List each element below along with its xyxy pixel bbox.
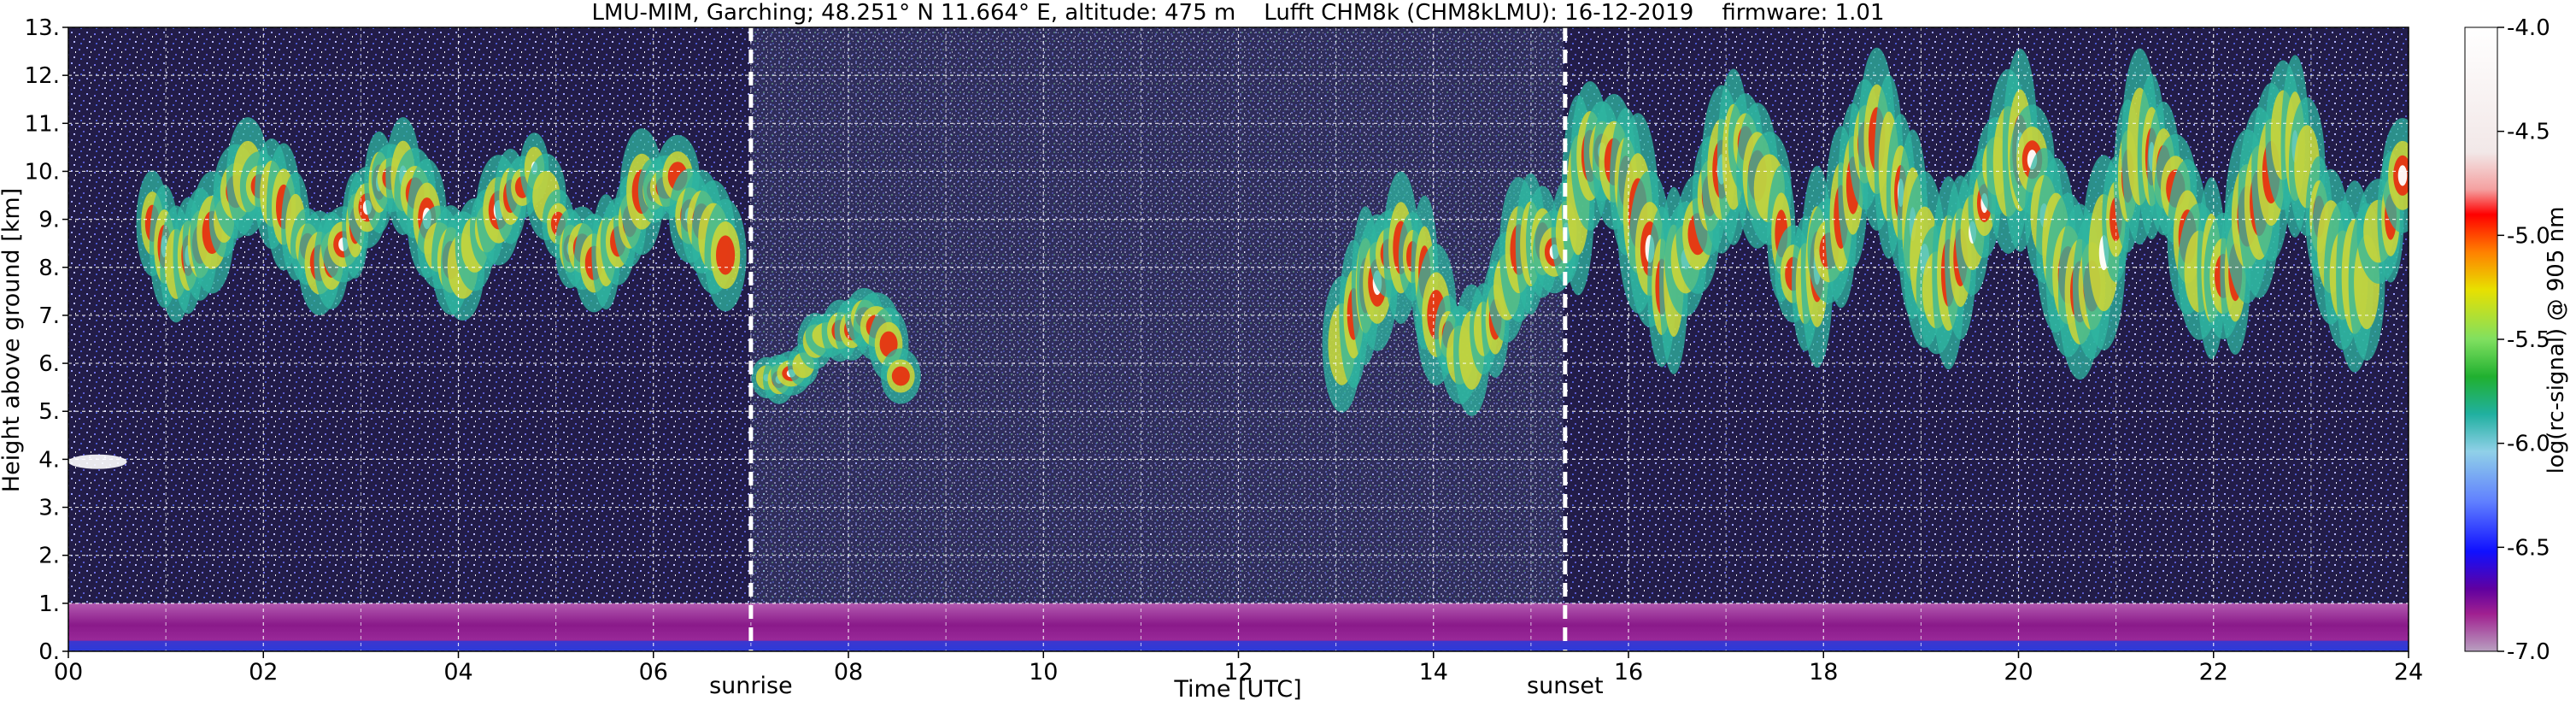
x-tick-label: 10: [1029, 659, 1058, 685]
colorbar-scale: [2464, 26, 2498, 652]
x-tick-label: 00: [54, 659, 83, 685]
y-tick-label: 4.: [38, 447, 60, 473]
annotations: sunrise sunset: [709, 673, 1604, 699]
sunrise-label: sunrise: [709, 673, 793, 699]
colorbar-tick-label: -6.5: [2507, 535, 2550, 561]
x-tick-label: 04: [443, 659, 472, 685]
x-tick-label: 18: [1809, 659, 1838, 685]
colorbar-tick-label: -5.5: [2507, 327, 2550, 353]
sun-markers: [748, 27, 1568, 651]
colorbar-ticks: -4.0 -4.5 -5.0 -5.5 -6.0 -6.5 -7.0: [2497, 15, 2550, 665]
x-axis-label: Time [UTC]: [1173, 676, 1301, 703]
plot-area: [68, 27, 2409, 651]
x-tick-label: 02: [249, 659, 278, 685]
y-tick-label: 12.: [25, 63, 60, 89]
grid-lines: [68, 27, 2409, 651]
y-axis-label: Height above ground [km]: [0, 188, 25, 492]
sunset-label: sunset: [1527, 673, 1604, 699]
y-tick-label: 5.: [38, 399, 60, 425]
y-tick-label: 13.: [25, 15, 60, 41]
x-tick-label: 16: [1614, 659, 1643, 685]
colorbar-tick-label: -6.0: [2507, 432, 2550, 457]
y-tick-label: 10.: [25, 159, 60, 185]
y-tick-label: 1.: [38, 591, 60, 617]
cloud-layer: [1551, 47, 2409, 380]
x-tick-label: 24: [2394, 659, 2423, 685]
y-tick-label: 9.: [38, 208, 60, 233]
y-tick-label: 0.: [38, 639, 60, 665]
chart-title: LMU-MIM, Garching; 48.251° N 11.664° E, …: [592, 0, 1885, 26]
colorbar-tick-label: -4.5: [2507, 120, 2550, 145]
y-tick-label: 2.: [38, 544, 60, 569]
colorbar: -4.0 -4.5 -5.0 -5.5 -6.0 -6.5 -7.0 log(rc-sign…: [2464, 15, 2569, 665]
colorbar-tick-label: -7.0: [2507, 639, 2550, 665]
y-tick-label: 6.: [38, 351, 60, 377]
y-tick-label: 3.: [38, 496, 60, 521]
y-tick-label: 8.: [38, 256, 60, 281]
y-axis: 0. 1. 2. 3. 4. 5. 6. 7. 8. 9. 10. 11. 12. 13.: [25, 15, 68, 665]
x-tick-label: 14: [1419, 659, 1448, 685]
x-tick-label: 08: [834, 659, 863, 685]
x-tick-label: 20: [2004, 659, 2033, 685]
x-tick-label: 12: [1223, 659, 1253, 685]
cloud-layer: [751, 287, 921, 404]
colorbar-tick-label: -5.0: [2507, 223, 2550, 249]
x-axis: 00 02 04 06 08 10 12 14 16 18 20 22 24: [54, 651, 2423, 685]
cloud-layer: [136, 117, 747, 323]
colorbar-label: log(rc-signal) @ 905 nm: [2544, 207, 2569, 474]
y-tick-label: 7.: [38, 303, 60, 329]
x-tick-label: 06: [639, 659, 668, 685]
colorbar-tick-label: -4.0: [2507, 15, 2550, 41]
thin-layer: [68, 454, 127, 469]
y-tick-label: 11.: [25, 111, 60, 137]
x-tick-label: 22: [2199, 659, 2228, 685]
